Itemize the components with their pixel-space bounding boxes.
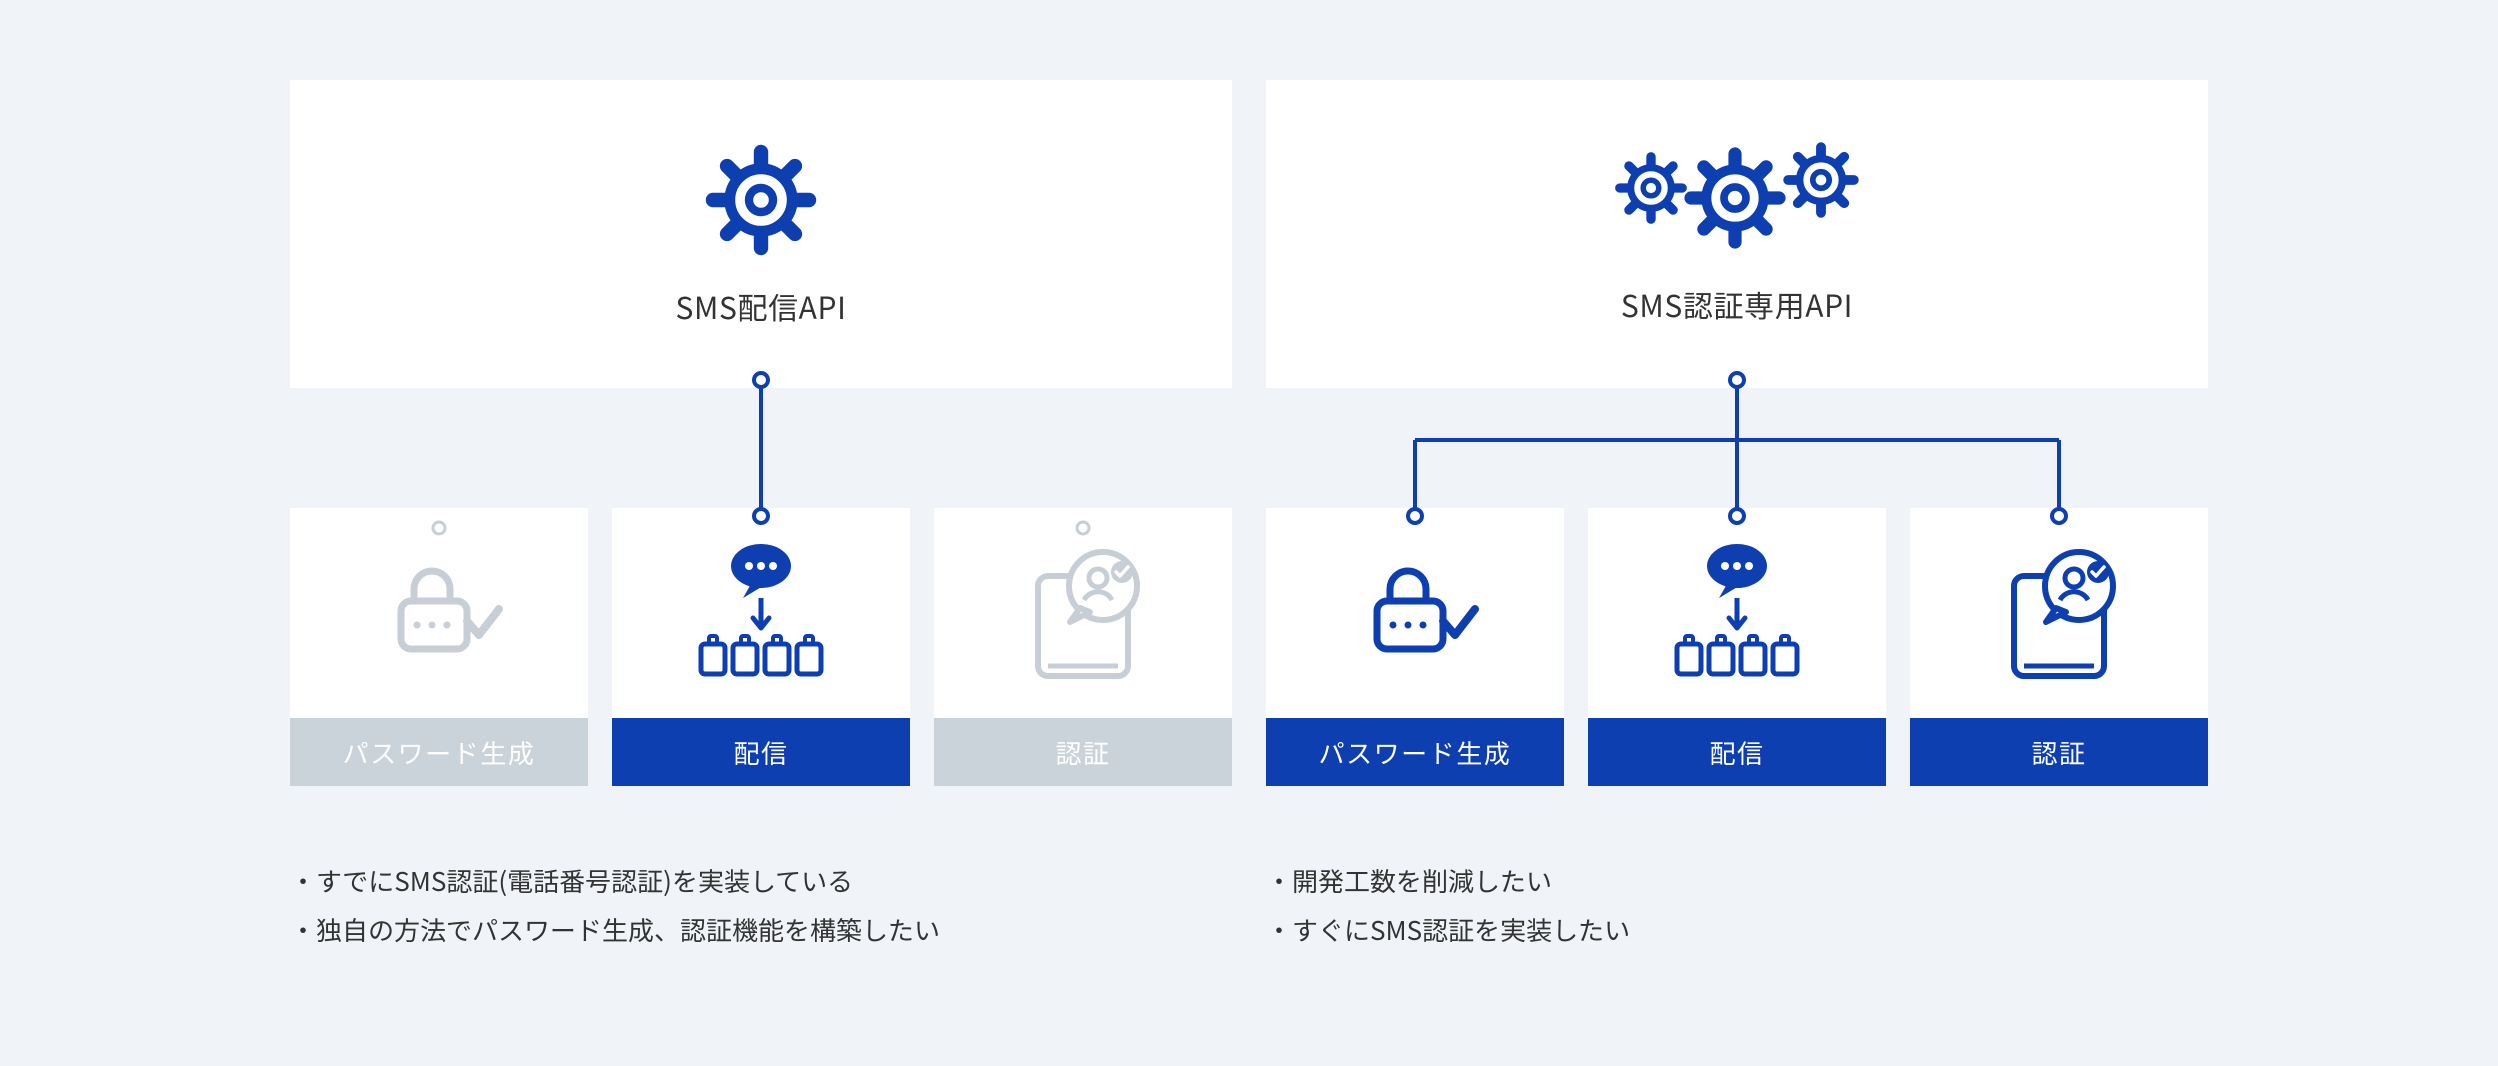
title-left: SMS配信API bbox=[676, 284, 847, 328]
connector-dot-icon bbox=[1074, 518, 1092, 542]
feature-card-password: パスワード生成 bbox=[290, 508, 588, 786]
feature-visual-delivery bbox=[1588, 508, 1886, 718]
feature-row-right: パスワード生成 配信 bbox=[1266, 508, 2208, 786]
feature-card-auth: 認証 bbox=[1910, 508, 2208, 786]
feature-card-delivery: 配信 bbox=[612, 508, 910, 786]
gear-icon-single bbox=[701, 140, 821, 260]
lock-icon bbox=[1345, 541, 1485, 686]
feature-visual-auth bbox=[934, 508, 1232, 718]
feature-visual-delivery bbox=[612, 508, 910, 718]
feature-row-left: パスワード生成 配信 bbox=[290, 508, 1232, 786]
connector-svg-left bbox=[290, 370, 1232, 526]
feature-label-delivery: 配信 bbox=[612, 718, 910, 786]
feature-label-password: パスワード生成 bbox=[290, 718, 588, 786]
bullet-item: ・すでにSMS認証(電話番号認証)を実装している bbox=[290, 856, 1232, 905]
connector-svg-right bbox=[1266, 370, 2208, 526]
title-right: SMS認証専用API bbox=[1621, 282, 1853, 326]
bullet-item: ・開発工数を削減したい bbox=[1266, 856, 2208, 905]
feature-card-password: パスワード生成 bbox=[1266, 508, 1564, 786]
connector-left bbox=[290, 388, 1232, 508]
bullet-item: ・独自の方法でパスワード生成、認証機能を構築したい bbox=[290, 905, 1232, 954]
feature-label-auth: 認証 bbox=[1910, 718, 2208, 786]
lock-icon bbox=[369, 541, 509, 686]
column-sms-auth-api: SMS認証専用API パスワード生成 bbox=[1266, 80, 2208, 980]
diagram-container: SMS配信API パスワード生成 bbox=[290, 80, 2208, 980]
bullets-left: ・すでにSMS認証(電話番号認証)を実装している・独自の方法でパスワード生成、認… bbox=[290, 856, 1232, 955]
auth-icon bbox=[1984, 536, 2134, 691]
connector-dot-icon bbox=[430, 518, 448, 542]
connector-right bbox=[1266, 388, 2208, 508]
feature-visual-password bbox=[1266, 508, 1564, 718]
top-card-left: SMS配信API bbox=[290, 80, 1232, 388]
delivery-icon bbox=[1659, 536, 1815, 691]
top-card-right: SMS認証専用API bbox=[1266, 80, 2208, 388]
feature-card-auth: 認証 bbox=[934, 508, 1232, 786]
feature-card-delivery: 配信 bbox=[1588, 508, 1886, 786]
bullets-right: ・開発工数を削減したい・すぐにSMS認証を実装したい bbox=[1266, 856, 2208, 955]
gear-icon-triple bbox=[1602, 143, 1872, 258]
feature-label-delivery: 配信 bbox=[1588, 718, 1886, 786]
auth-icon bbox=[1008, 536, 1158, 691]
bullet-item: ・すぐにSMS認証を実装したい bbox=[1266, 905, 2208, 954]
feature-label-auth: 認証 bbox=[934, 718, 1232, 786]
delivery-icon bbox=[683, 536, 839, 691]
feature-label-password: パスワード生成 bbox=[1266, 718, 1564, 786]
feature-visual-password bbox=[290, 508, 588, 718]
column-sms-delivery-api: SMS配信API パスワード生成 bbox=[290, 80, 1232, 980]
feature-visual-auth bbox=[1910, 508, 2208, 718]
